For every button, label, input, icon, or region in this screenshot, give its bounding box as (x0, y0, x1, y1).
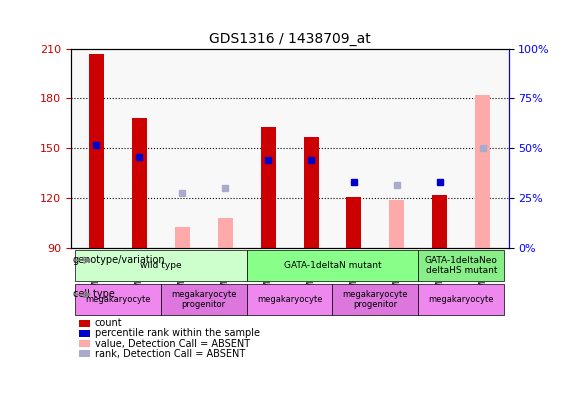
Bar (79, 350, 90, 357)
Text: rank, Detection Call = ABSENT: rank, Detection Call = ABSENT (95, 349, 245, 359)
Bar (475, 95, 490, 248)
Text: megakaryocyte
progenitor: megakaryocyte progenitor (342, 290, 408, 309)
Bar (303, 137, 319, 248)
Text: GATA-1deltaNeo
deltaHS mutant: GATA-1deltaNeo deltaHS mutant (425, 256, 498, 275)
Bar (346, 196, 362, 248)
Text: megakaryocyte: megakaryocyte (85, 295, 151, 304)
Title: GDS1316 / 1438709_at: GDS1316 / 1438709_at (208, 32, 371, 46)
Text: megakaryocyte
progenitor: megakaryocyte progenitor (171, 290, 237, 309)
Bar (79, 340, 90, 347)
FancyBboxPatch shape (75, 250, 247, 281)
Text: percentile rank within the sample: percentile rank within the sample (95, 328, 260, 339)
Bar (79, 320, 90, 327)
FancyBboxPatch shape (418, 284, 504, 315)
Bar (389, 200, 405, 248)
Bar (89, 53, 104, 248)
Text: value, Detection Call = ABSENT: value, Detection Call = ABSENT (95, 339, 250, 349)
Bar (132, 118, 147, 248)
Text: megakaryocyte: megakaryocyte (428, 295, 494, 304)
FancyBboxPatch shape (332, 284, 418, 315)
Bar (79, 330, 90, 337)
Bar (432, 195, 447, 248)
Bar (260, 127, 276, 248)
Text: count: count (95, 318, 123, 328)
Text: GATA-1deltaN mutant: GATA-1deltaN mutant (284, 261, 381, 270)
Text: cell type: cell type (73, 290, 115, 299)
FancyBboxPatch shape (247, 250, 418, 281)
Text: genotype/variation: genotype/variation (73, 255, 166, 265)
FancyBboxPatch shape (418, 250, 504, 281)
Text: megakaryocyte: megakaryocyte (257, 295, 322, 304)
Bar (175, 226, 190, 248)
FancyBboxPatch shape (247, 284, 332, 315)
Text: wild type: wild type (140, 261, 181, 270)
FancyBboxPatch shape (75, 284, 161, 315)
FancyBboxPatch shape (161, 284, 247, 315)
Bar (218, 218, 233, 248)
